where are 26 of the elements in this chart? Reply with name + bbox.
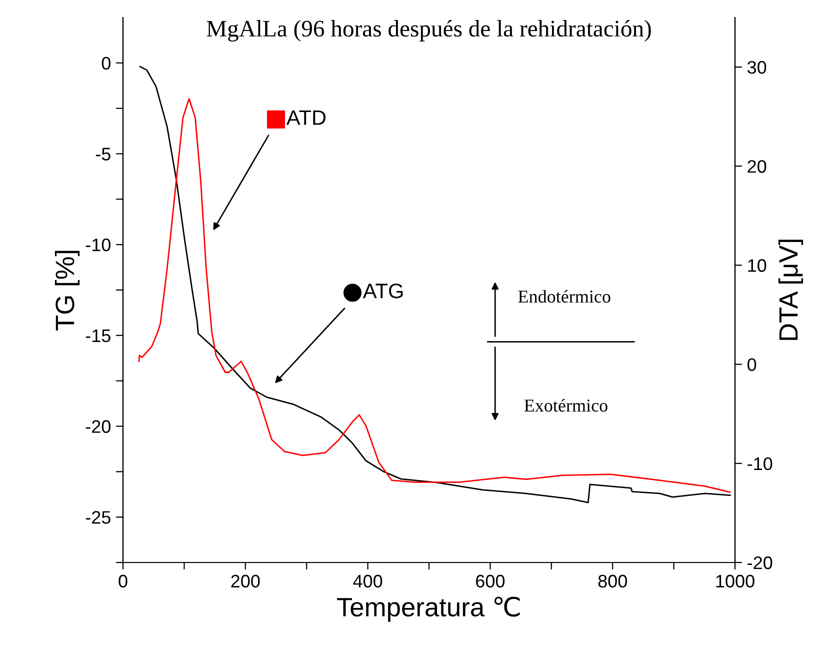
x-axis-title: Temperatura ℃ xyxy=(337,596,520,622)
y-tick-label: -15 xyxy=(86,330,110,342)
legend-label: ATG xyxy=(362,284,403,298)
x-tick-label: 800 xyxy=(598,574,627,588)
y2-tick-label: 0 xyxy=(748,358,756,372)
x-tick-label: 400 xyxy=(353,574,382,588)
y-tick-label: -20 xyxy=(86,420,110,433)
x-tick-label: 600 xyxy=(476,574,505,588)
chart-title: MgAlLa (96 horas después de la rehidratación) xyxy=(206,20,651,42)
y-tick-label: -5 xyxy=(96,148,110,160)
annotation: Exotérmico xyxy=(524,398,608,412)
y2-tick-label: 20 xyxy=(748,160,766,173)
y2-tick-label: -20 xyxy=(748,556,772,570)
x-tick-label: 0 xyxy=(118,574,128,588)
y-tick-label: 0 xyxy=(102,56,110,70)
y-tick-label: -25 xyxy=(86,511,110,524)
y-tick-label: -10 xyxy=(86,238,110,252)
y2-axis-title: DTA [μV] xyxy=(778,240,804,340)
y2-tick-label: 30 xyxy=(747,60,766,74)
y2-tick-label: 10 xyxy=(748,259,766,272)
x-tick-label: 200 xyxy=(231,574,260,588)
y-axis-title: TG [%] xyxy=(54,250,80,330)
annotation: Endotérmico xyxy=(518,290,610,303)
legend-label: ATD xyxy=(286,110,326,125)
y2-tick-label: -10 xyxy=(748,457,772,470)
x-tick-label: 1000 xyxy=(716,574,754,588)
